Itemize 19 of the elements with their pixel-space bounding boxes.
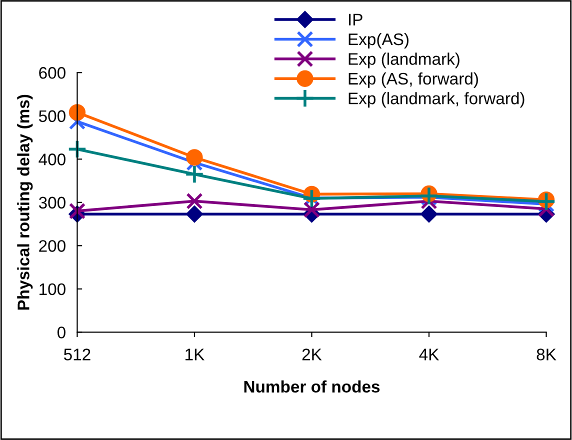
y-tick-label: 300: [38, 196, 66, 209]
y-tick-label: 0: [57, 326, 66, 338]
x-axis-title: Number of nodes: [244, 380, 380, 393]
y-tick-label: 400: [38, 154, 66, 166]
y-axis-title: Physical routing delay (ms): [17, 94, 33, 310]
legend-label: Exp(AS): [348, 32, 408, 49]
x-tick-label: 2K: [302, 348, 322, 360]
y-tick-label: 600: [39, 67, 66, 79]
y-tick-label: 500: [38, 110, 66, 122]
legend-label: Exp (landmark, forward): [348, 92, 524, 108]
legend-label: Exp (landmark): [348, 52, 460, 68]
y-tick-label: 200: [39, 240, 66, 252]
x-tick-label: 8K: [536, 348, 556, 360]
legend-label: IP: [349, 14, 362, 26]
y-tick-label: 100: [40, 283, 66, 296]
legend-label: Exp (AS, forward): [348, 72, 478, 88]
x-tick-label: 4K: [419, 348, 440, 360]
x-tick-label: 1K: [186, 348, 204, 360]
x-tick-label: 512: [64, 348, 90, 360]
